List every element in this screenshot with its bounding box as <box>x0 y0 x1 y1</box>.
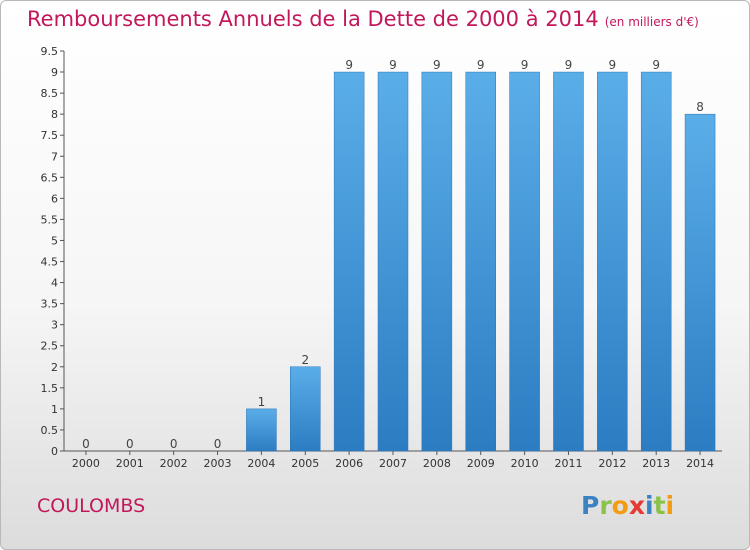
logo-letter: o <box>611 491 629 520</box>
y-tick-label: 0.5 <box>41 424 59 437</box>
y-tick-label: 3.5 <box>41 298 59 311</box>
y-tick-label: 9.5 <box>41 45 59 58</box>
y-tick-label: 4.5 <box>41 256 59 269</box>
y-tick-label: 2 <box>51 361 58 374</box>
proxiti-logo: Proxiti <box>581 491 674 520</box>
bar-value-label: 9 <box>652 58 660 72</box>
x-tick-label: 2008 <box>423 457 451 470</box>
x-tick-label: 2003 <box>204 457 232 470</box>
x-tick-label: 2007 <box>379 457 407 470</box>
x-tick-label: 2006 <box>335 457 363 470</box>
bar <box>684 113 716 452</box>
x-tick-label: 2004 <box>247 457 275 470</box>
bar-value-label: 0 <box>170 437 178 451</box>
logo-letter: r <box>599 491 612 520</box>
bar-value-label: 9 <box>521 58 529 72</box>
bar-value-label: 9 <box>609 58 617 72</box>
y-tick-label: 6 <box>51 192 58 205</box>
bar-value-label: 0 <box>82 437 90 451</box>
x-tick-label: 2000 <box>72 457 100 470</box>
bar <box>465 71 496 452</box>
title-text: Remboursements Annuels de la Dette de 20… <box>27 7 599 31</box>
x-tick-label: 2001 <box>116 457 144 470</box>
y-tick-label: 4 <box>51 277 58 290</box>
logo-letter: P <box>581 491 600 520</box>
logo-letter: x <box>628 491 645 520</box>
bar-value-label: 9 <box>433 58 441 72</box>
logo-letter: t <box>653 491 666 520</box>
y-tick-label: 0 <box>51 445 58 458</box>
bar <box>421 71 453 452</box>
bar-value-label: 0 <box>126 437 134 451</box>
bar <box>290 366 321 452</box>
x-tick-label: 2013 <box>642 457 670 470</box>
bar-value-label: 2 <box>301 353 309 367</box>
bar-value-label: 9 <box>565 58 573 72</box>
y-tick-label: 2.5 <box>41 340 59 353</box>
y-tick-label: 1.5 <box>41 382 59 395</box>
bar-value-label: 9 <box>345 58 353 72</box>
bar-value-label: 0 <box>214 437 222 451</box>
bar <box>509 71 540 452</box>
x-tick-label: 2002 <box>160 457 188 470</box>
bar-value-label: 9 <box>477 58 485 72</box>
bar-value-label: 8 <box>696 100 704 114</box>
x-tick-label: 2011 <box>554 457 582 470</box>
bar <box>333 71 365 452</box>
unit-text: (en milliers d'€) <box>604 15 699 29</box>
y-tick-label: 5.5 <box>41 213 59 226</box>
y-tick-label: 7.5 <box>41 129 59 142</box>
axes: 0 0.5 1 1.5 2 2.5 3 3.5 4 4.5 5 5.5 6 6.5 7 7.5 8 8.5 9 9.5… <box>41 45 722 470</box>
bar <box>246 408 277 452</box>
bars: 0 0 0 0 1 2 9 9 9 9 9 9 9 9 8 <box>82 58 716 452</box>
y-tick-label: 8 <box>51 108 58 121</box>
x-tick-label: 2014 <box>686 457 714 470</box>
bar-value-label: 9 <box>389 58 397 72</box>
bar <box>377 71 409 452</box>
x-tick-label: 2005 <box>291 457 319 470</box>
bar <box>553 71 584 452</box>
y-tick-label: 9 <box>51 66 58 79</box>
y-tick-label: 6.5 <box>41 171 59 184</box>
bar-value-label: 1 <box>258 395 266 409</box>
y-tick-label: 1 <box>51 403 58 416</box>
chart-title: Remboursements Annuels de la Dette de 20… <box>27 7 699 31</box>
city-name: COULOMBS <box>37 495 146 517</box>
x-tick-label: 2009 <box>467 457 495 470</box>
x-tick-label: 2012 <box>598 457 626 470</box>
bar <box>640 71 672 452</box>
x-tick-label: 2010 <box>511 457 539 470</box>
y-tick-label: 8.5 <box>41 87 59 100</box>
y-tick-label: 5 <box>51 234 58 247</box>
logo-letter: i <box>665 491 675 520</box>
logo-letter: i <box>645 491 654 520</box>
bar <box>597 71 628 452</box>
y-tick-label: 7 <box>51 150 58 163</box>
y-tick-label: 3 <box>51 319 58 332</box>
